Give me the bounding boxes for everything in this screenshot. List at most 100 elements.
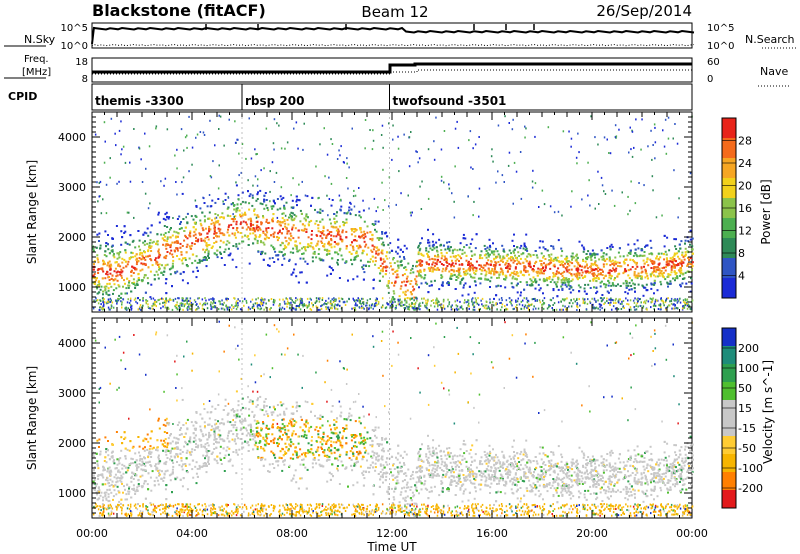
power-cell: [272, 217, 274, 220]
power-cell: [232, 227, 235, 230]
power-cell: [604, 193, 607, 195]
power-cell: [316, 242, 319, 245]
power-cell: [521, 304, 524, 307]
power-cell: [166, 236, 169, 239]
power-cell: [92, 276, 95, 279]
power-cell: [241, 191, 244, 194]
power-cell: [131, 256, 134, 259]
power-cell: [239, 308, 242, 311]
power-cell: [181, 245, 184, 247]
power-cell: [586, 256, 589, 259]
power-cell: [418, 271, 420, 274]
power-cell: [653, 304, 655, 307]
power-cell: [489, 272, 492, 275]
power-cell: [450, 273, 453, 275]
power-cell: [221, 303, 223, 306]
power-cell: [673, 169, 675, 172]
power-cell: [531, 284, 534, 287]
power-cell: [513, 233, 515, 236]
power-cell: [591, 249, 594, 252]
power-cell: [163, 267, 166, 270]
power-cell: [457, 270, 460, 273]
power-cell: [628, 151, 630, 154]
power-cell: [174, 236, 177, 239]
power-cell: [658, 272, 661, 275]
power-cell: [147, 234, 150, 237]
power-cell: [524, 304, 527, 307]
power-cell: [274, 299, 276, 302]
power-cell: [179, 302, 181, 305]
power-cell: [182, 257, 185, 260]
power-cell: [472, 214, 474, 217]
power-cell: [639, 304, 641, 307]
power-cell: [164, 257, 167, 260]
power-cell: [168, 216, 171, 219]
power-cell: [164, 232, 167, 235]
power-cell: [541, 303, 543, 306]
power-cell: [345, 212, 348, 215]
power-cell: [369, 238, 372, 241]
power-cell: [486, 246, 489, 249]
power-cell: [96, 287, 99, 290]
power-cell: [207, 250, 210, 253]
power-cell: [308, 245, 311, 248]
power-cell: [222, 203, 225, 205]
power-cell: [292, 251, 295, 254]
power-cell: [593, 252, 596, 255]
power-cell: [505, 275, 508, 278]
power-cell: [465, 301, 467, 304]
power-cell: [541, 189, 544, 192]
power-cell: [684, 302, 687, 305]
power-cell: [432, 267, 435, 269]
power-cell: [417, 251, 420, 254]
power-cell: [175, 304, 177, 307]
power-cell: [114, 132, 116, 135]
power-cell: [336, 158, 339, 160]
power-cell: [645, 289, 648, 292]
power-cell: [614, 307, 617, 310]
power-cell: [244, 213, 247, 216]
power-cell: [291, 215, 293, 218]
power-cell: [647, 145, 649, 148]
power-cell: [389, 262, 392, 265]
power-cell: [108, 252, 111, 255]
power-cell: [367, 260, 369, 263]
power-cell: [98, 280, 100, 283]
power-cell: [560, 247, 563, 250]
power-cell: [364, 235, 367, 238]
power-cell: [282, 212, 285, 215]
power-cell: [213, 252, 216, 255]
power-cell: [120, 274, 123, 277]
power-cell: [248, 208, 251, 211]
power-cell: [425, 261, 428, 264]
power-cell: [418, 157, 421, 160]
power-cell: [361, 297, 363, 300]
power-cell: [564, 262, 566, 265]
power-cell: [463, 246, 466, 249]
power-cell: [279, 303, 281, 305]
power-cell: [232, 306, 235, 308]
power-cell: [167, 306, 169, 309]
power-cell: [425, 302, 427, 305]
power-cell: [93, 282, 96, 285]
power-cell: [130, 269, 133, 272]
power-cell: [627, 195, 629, 198]
power-cell: [120, 153, 122, 156]
power-cell: [574, 300, 576, 303]
power-cell: [213, 230, 216, 233]
power-cell: [362, 297, 364, 300]
power-cell: [673, 298, 676, 301]
power-cell: [468, 267, 471, 270]
power-cell: [196, 269, 199, 272]
power-cell: [432, 299, 434, 302]
power-cell: [241, 200, 244, 203]
power-cell: [278, 223, 281, 226]
power-cell: [166, 251, 169, 253]
power-cell: [361, 266, 364, 269]
power-cell: [116, 270, 119, 273]
power-cell: [475, 233, 478, 236]
power-cell: [144, 263, 147, 266]
power-cell: [321, 297, 324, 300]
power-cell: [222, 307, 224, 310]
power-cell: [249, 222, 252, 225]
